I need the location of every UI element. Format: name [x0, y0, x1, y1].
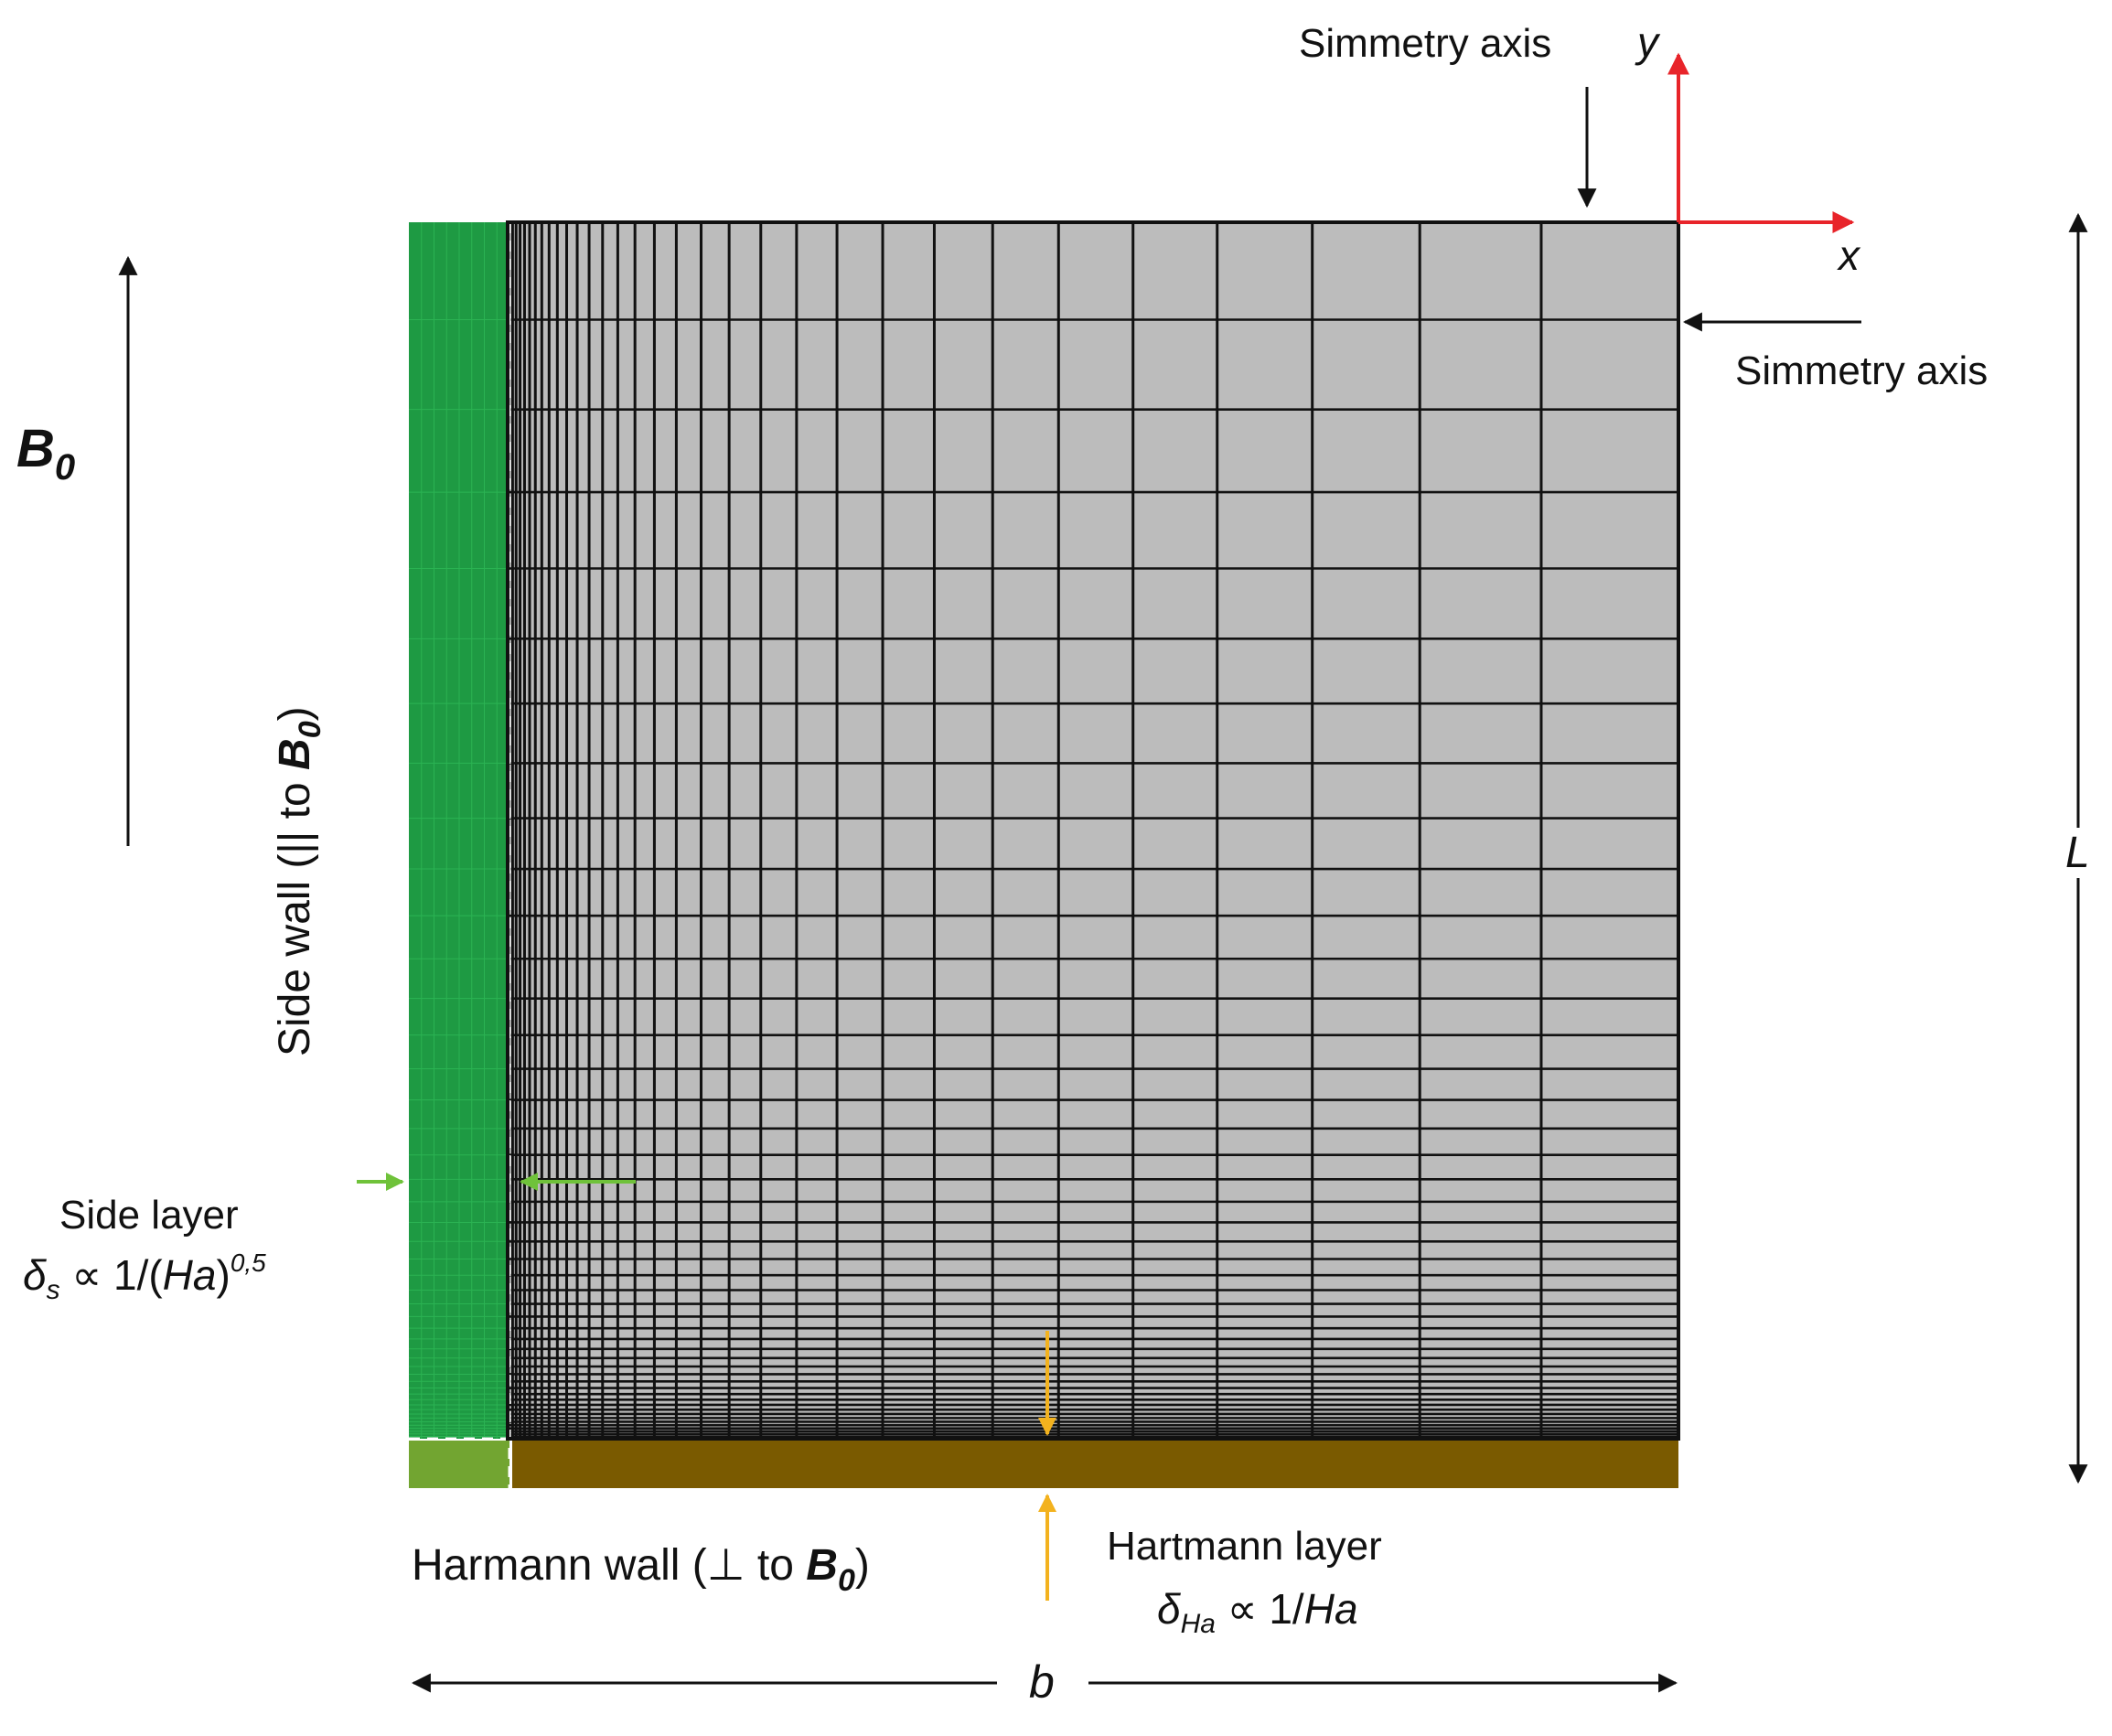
mesh-grid-lines — [509, 222, 1678, 1439]
mesh-domain — [508, 222, 1678, 1434]
corner-block — [409, 1441, 509, 1488]
hartmann-wall — [512, 1441, 1678, 1488]
side-layer-formula: δs ∝ 1/(Ha)0,5 — [23, 1248, 266, 1305]
side-layer-title: Side layer — [59, 1193, 239, 1238]
hartmann-layer-title: Hartmann layer — [1107, 1524, 1382, 1569]
mesh-frame — [506, 220, 1680, 1441]
x-axis-label: x — [1837, 231, 1861, 279]
hartmann-wall-label: Harmann wall (⊥ to B0) — [412, 1541, 870, 1598]
hartmann-layer-formula: δHa ∝ 1/Ha — [1157, 1585, 1358, 1639]
symmetry-axis-top-label: Simmetry axis — [1299, 21, 1551, 66]
y-axis-label: y — [1635, 18, 1661, 66]
dimension-L-label: L — [2065, 829, 2090, 877]
symmetry-axis-right-label: Simmetry axis — [1735, 348, 1988, 393]
dimension-b-label: b — [1029, 1656, 1055, 1708]
side-wall-mesh — [409, 222, 509, 1439]
side-wall-label: Side wall (|| to B0) — [271, 706, 327, 1056]
field-label: B0 — [16, 419, 75, 488]
